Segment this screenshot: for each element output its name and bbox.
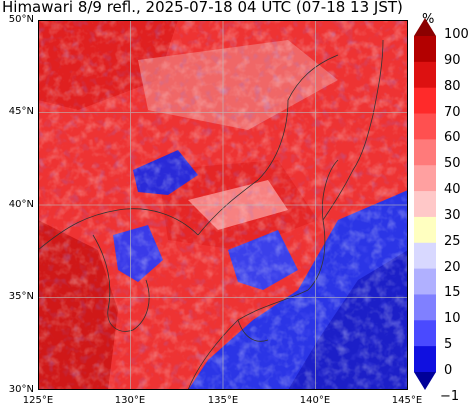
colorbar-band [414, 165, 436, 192]
colorbar-tick-label: 50 [444, 156, 461, 172]
colorbar-tick-label: 30 [444, 207, 461, 223]
map-title: Himawari 8/9 refl., 2025-07-18 04 UTC (0… [2, 0, 403, 16]
colorbar-tick-label: 80 [444, 78, 461, 94]
lon-label-145: 145°E [391, 395, 423, 406]
lon-label-140: 140°E [299, 395, 331, 406]
colorbar-tick-label: 20 [444, 259, 461, 275]
lat-label-30: 30°N [8, 384, 34, 395]
lat-label-40: 40°N [8, 199, 34, 210]
colorbar-bottom-extension [414, 372, 436, 390]
colorbar-band [414, 216, 436, 244]
colorbar-tick-label: 100 [444, 27, 469, 42]
colorbar-band [414, 294, 436, 321]
map-frame [38, 20, 408, 390]
satellite-reflectance-map [38, 20, 408, 390]
colorbar-band [414, 320, 436, 347]
lat-label-50: 50°N [8, 14, 34, 25]
colorbar-band [414, 113, 436, 140]
colorbar-top-extension [414, 18, 436, 36]
colorbar [414, 18, 436, 390]
colorbar-band [414, 268, 436, 295]
coastlines [38, 39, 384, 390]
colorbar-tick-label: 40 [444, 182, 461, 198]
colorbar-tick-label: −1 [440, 389, 460, 404]
colorbar-band [414, 139, 436, 166]
colorbar-tick-label: 60 [444, 130, 461, 146]
colorbar-band [414, 61, 436, 89]
lon-label-125: 125°E [22, 395, 54, 406]
colorbar-tick-label: 90 [444, 52, 461, 68]
lat-label-35: 35°N [8, 291, 34, 302]
colorbar-band [414, 242, 436, 270]
colorbar-tick-label: 5 [444, 337, 453, 353]
colorbar-tick-label: 70 [444, 104, 461, 120]
colorbar-band [414, 346, 436, 373]
colorbar-tick-label: 25 [444, 233, 461, 249]
colorbar-band [414, 36, 436, 63]
colorbar-band [414, 87, 436, 115]
lon-label-135: 135°E [207, 395, 239, 406]
colorbar-band [414, 191, 436, 218]
lon-label-130: 130°E [114, 395, 146, 406]
colorbar-tick-label: 10 [444, 311, 461, 327]
lat-label-45: 45°N [8, 106, 34, 117]
graticule [38, 20, 408, 390]
colorbar-tick-label: 15 [444, 285, 461, 301]
colorbar-tick-label: 0 [444, 363, 453, 378]
